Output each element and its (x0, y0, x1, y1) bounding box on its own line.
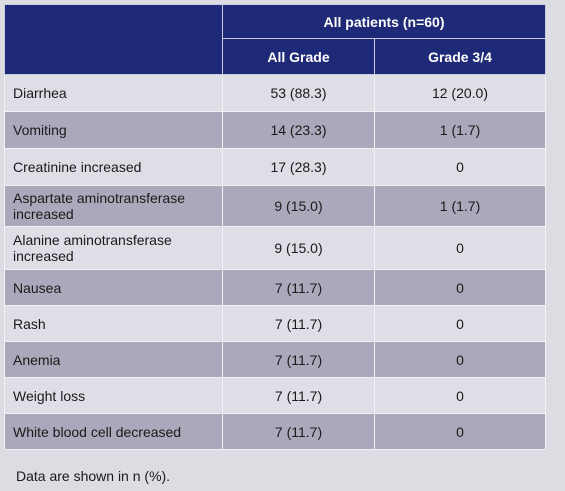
table-row: Alanine aminotransferase increased 9 (15.… (4, 226, 546, 270)
event-name: Alanine aminotransferase increased (4, 226, 223, 270)
all-grade-value: 9 (15.0) (222, 185, 375, 227)
table-footnote: Data are shown in n (%). (16, 468, 171, 484)
grade-3-4-value: 0 (374, 341, 546, 378)
grade-3-4-value: 0 (374, 377, 546, 414)
all-grade-value: 7 (11.7) (222, 341, 375, 378)
grade-3-4-value: 12 (20.0) (374, 74, 546, 112)
all-grade-value: 53 (88.3) (222, 74, 375, 112)
table-row: White blood cell decreased 7 (11.7) 0 (4, 413, 546, 450)
table-row: Weight loss 7 (11.7) 0 (4, 377, 546, 414)
header-row-columns: All Grade Grade 3/4 (5, 38, 546, 75)
grade-3-4-value: 0 (374, 148, 546, 186)
all-grade-value: 17 (28.3) (222, 148, 375, 186)
header-blank-cell (4, 4, 223, 75)
event-name: Aspartate aminotransferase increased (4, 185, 223, 227)
column-header-grade-3-4: Grade 3/4 (374, 38, 546, 75)
all-grade-value: 7 (11.7) (222, 413, 375, 450)
grade-3-4-value: 1 (1.7) (374, 111, 546, 149)
event-name-line-1: Aspartate aminotransferase (13, 190, 185, 206)
event-name: White blood cell decreased (4, 413, 223, 450)
event-name-line-1: Alanine aminotransferase (13, 232, 172, 248)
all-grade-value: 7 (11.7) (222, 305, 375, 342)
table-row: Creatinine increased 17 (28.3) 0 (4, 148, 546, 186)
table-row: Rash 7 (11.7) 0 (4, 305, 546, 342)
column-header-all-grade: All Grade (222, 38, 375, 75)
adverse-events-table: All patients (n=60) All Grade Grade 3/4 … (4, 4, 546, 450)
grade-3-4-value: 0 (374, 226, 546, 270)
grade-3-4-value: 0 (374, 269, 546, 306)
all-grade-value: 7 (11.7) (222, 377, 375, 414)
event-name: Vomiting (4, 111, 223, 149)
event-name: Creatinine increased (4, 148, 223, 186)
event-name-line-2: increased (13, 206, 74, 222)
table-row: Diarrhea 53 (88.3) 12 (20.0) (4, 74, 546, 112)
event-name: Nausea (4, 269, 223, 306)
group-header: All patients (n=60) (222, 4, 546, 39)
event-name: Weight loss (4, 377, 223, 414)
event-name: Diarrhea (4, 74, 223, 112)
all-grade-value: 7 (11.7) (222, 269, 375, 306)
table-row: Vomiting 14 (23.3) 1 (1.7) (4, 111, 546, 149)
table-row: Anemia 7 (11.7) 0 (4, 341, 546, 378)
all-grade-value: 14 (23.3) (222, 111, 375, 149)
event-name: Anemia (4, 341, 223, 378)
grade-3-4-value: 1 (1.7) (374, 185, 546, 227)
table-row: Nausea 7 (11.7) 0 (4, 269, 546, 306)
table-row: Aspartate aminotransferase increased 9 (1… (4, 185, 546, 227)
all-grade-value: 9 (15.0) (222, 226, 375, 270)
grade-3-4-value: 0 (374, 413, 546, 450)
grade-3-4-value: 0 (374, 305, 546, 342)
event-name: Rash (4, 305, 223, 342)
event-name-line-2: increased (13, 248, 74, 264)
header-row-group: All patients (n=60) (4, 4, 546, 75)
